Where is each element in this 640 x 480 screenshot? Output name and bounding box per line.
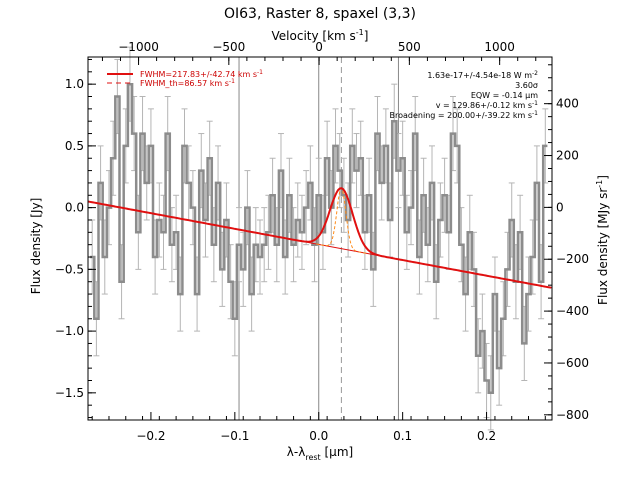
- top-tick-label: 500: [398, 40, 421, 54]
- x-tick-label: 0.0: [309, 429, 328, 443]
- plot-area: −0.2 −0.1 0.0 0.1 0.2 −1000 −500 0 500 1000 −1.5 −1…: [55, 40, 589, 443]
- right-tick-label: −800: [556, 408, 589, 422]
- right-tick-label: −600: [556, 356, 589, 370]
- right-tick-label: 0: [556, 200, 564, 214]
- x-tick-label: −0.1: [220, 429, 249, 443]
- fit-annotation: EQW = -0.14 μm: [471, 91, 538, 100]
- right-tick-label: −400: [556, 304, 589, 318]
- x-axis-label: λ-λrest [μm]: [287, 445, 353, 462]
- x-tick-label: 0.2: [477, 429, 496, 443]
- fit-annotation: 1.63e-17+/-4.54e-18 W m-2: [427, 70, 538, 80]
- gaussian-fit: [87, 187, 552, 289]
- right-axis-label: Flux density [MJy sr-1]: [595, 175, 610, 305]
- y-tick-label: 0.0: [65, 201, 84, 215]
- y-axis-label: Flux density [Jy]: [29, 198, 43, 295]
- spectrum-series: [90, 82, 548, 395]
- chart-title: OI63, Raster 8, spaxel (3,3): [224, 6, 416, 22]
- top-axis-label: Velocity [km s-1]: [272, 28, 369, 43]
- y-tick-label: 0.5: [65, 139, 84, 153]
- y-tick-label: −0.5: [55, 262, 84, 276]
- right-tick-label: −200: [556, 252, 589, 266]
- plot-frame: [87, 56, 553, 421]
- y-tick-label: −1.5: [55, 386, 84, 400]
- legend-entry: FWHM=217.83+/-42.74 km s-1: [140, 69, 263, 79]
- legend-entry: FWHM_th=86.57 km s-1: [140, 78, 235, 88]
- top-tick-label: −500: [212, 40, 245, 54]
- right-tick-label: 400: [556, 97, 579, 111]
- x-tick-label: 0.1: [393, 429, 412, 443]
- x-tick-label: −0.2: [136, 429, 165, 443]
- top-tick-label: 0: [315, 40, 323, 54]
- top-tick-label: 1000: [484, 40, 515, 54]
- fit-annotation: 3.60σ: [515, 81, 538, 90]
- y-tick-label: 1.0: [65, 77, 84, 91]
- fit-annotation: Broadening = 200.00+/-39.22 km s-1: [390, 110, 539, 120]
- y-tick-label: −1.0: [55, 324, 84, 338]
- top-tick-label: −1000: [118, 40, 159, 54]
- right-tick-label: 200: [556, 149, 579, 163]
- fit-annotation: v = 129.86+/-0.12 km s-1: [436, 100, 538, 110]
